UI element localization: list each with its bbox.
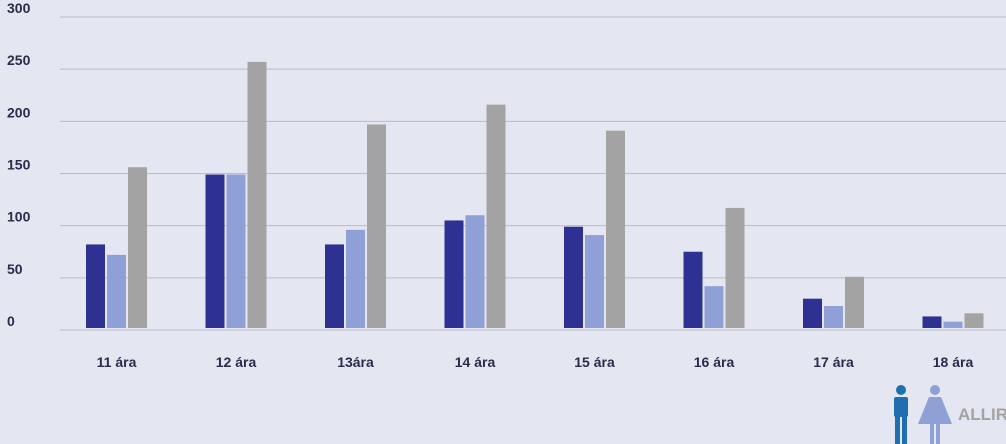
bar — [86, 244, 105, 328]
x-category-label: 13ára — [337, 354, 374, 370]
gridlines — [60, 16, 1006, 331]
bar — [803, 298, 822, 328]
x-category-label: 16 ára — [694, 354, 735, 370]
bar — [704, 286, 724, 328]
y-tick-label: 50 — [7, 261, 23, 277]
bar — [346, 229, 365, 328]
x-category-label: 15 ára — [574, 354, 615, 370]
bar — [564, 226, 583, 328]
y-tick-label: 0 — [7, 313, 15, 329]
x-category-label: 18 ára — [933, 354, 974, 370]
y-tick-label: 150 — [7, 157, 31, 173]
x-category-label: 17 ára — [813, 354, 854, 370]
x-category-label: 14 ára — [455, 354, 496, 370]
bar — [943, 321, 963, 328]
bar — [107, 254, 126, 328]
bar — [444, 220, 464, 328]
bar — [824, 306, 843, 328]
bar — [964, 313, 984, 328]
bar — [367, 124, 386, 328]
x-category-label: 11 ára — [97, 354, 137, 370]
bar — [465, 215, 485, 328]
y-tick-label: 250 — [7, 52, 31, 68]
bar — [325, 244, 344, 328]
male-figure-icon — [894, 385, 908, 444]
bar — [585, 235, 604, 328]
x-axis-category-labels: 11 ára 12 ára 13ára 14 ára 15 ára 16 ára 17 ár… — [97, 354, 974, 370]
legend: ALLIR — [894, 385, 1006, 444]
female-figure-icon — [918, 385, 952, 444]
bar — [606, 130, 625, 328]
y-tick-label: 100 — [7, 209, 31, 225]
legend-label: ALLIR — [958, 405, 1006, 424]
y-axis-tick-labels: 0 50 100 150 200 250 300 — [7, 0, 31, 329]
y-tick-label: 200 — [7, 104, 31, 120]
bar — [128, 167, 147, 328]
bar — [226, 174, 246, 328]
x-category-label: 12 ára — [216, 354, 257, 370]
bars — [86, 61, 984, 328]
bar — [247, 61, 267, 328]
bar — [845, 276, 864, 328]
bar — [683, 251, 703, 328]
bar — [486, 104, 506, 328]
bar — [725, 207, 745, 328]
bar — [922, 316, 942, 328]
bar — [205, 174, 225, 328]
y-tick-label: 300 — [7, 0, 31, 16]
